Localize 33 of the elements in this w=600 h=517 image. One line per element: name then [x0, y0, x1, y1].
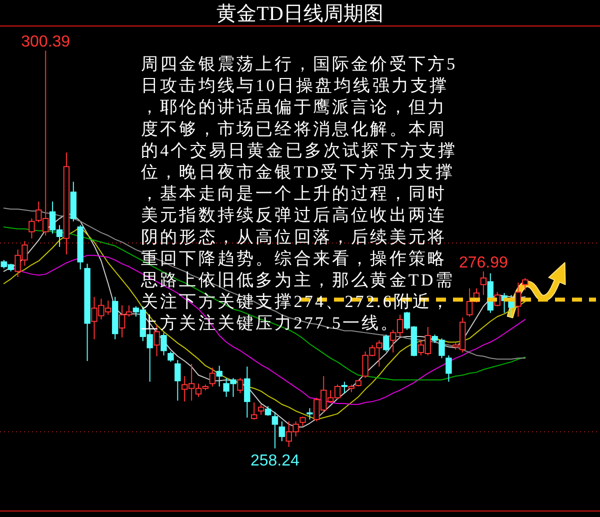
- chart-title: 黄金TD日线周期图: [216, 3, 384, 25]
- candlestick: [237, 377, 244, 394]
- candlestick: [278, 420, 285, 442]
- candlestick: [272, 411, 278, 449]
- candlestick: [28, 218, 35, 239]
- candlestick: [446, 354, 452, 382]
- annotation: 300.39: [21, 34, 70, 51]
- candlestick: [306, 408, 313, 420]
- candlestick: [348, 384, 354, 393]
- candlestick: [264, 406, 272, 416]
- candlestick: [480, 270, 487, 296]
- candlestick: [70, 181, 76, 222]
- candlestick: [168, 351, 174, 362]
- candlestick: [216, 365, 222, 387]
- candlestick: [84, 263, 90, 362]
- annotation: 258.24: [250, 452, 300, 470]
- candlestick: [77, 224, 84, 270]
- candlestick: [508, 294, 514, 318]
- candlestick: [383, 334, 390, 352]
- candlestick: [63, 152, 70, 255]
- candlestick: [160, 332, 167, 356]
- candlestick: [174, 360, 181, 402]
- candlestick: [515, 282, 522, 318]
- candlestick: [251, 402, 258, 420]
- candlestick: [244, 366, 250, 418]
- candlestick: [112, 296, 118, 340]
- candlestick: [300, 416, 306, 427]
- candlestick: [341, 381, 348, 394]
- annotation: 276.99: [458, 254, 508, 272]
- candlestick: [522, 277, 528, 291]
- candlestick: [355, 379, 362, 387]
- candlestick: [209, 367, 216, 387]
- candlestick: [258, 404, 264, 416]
